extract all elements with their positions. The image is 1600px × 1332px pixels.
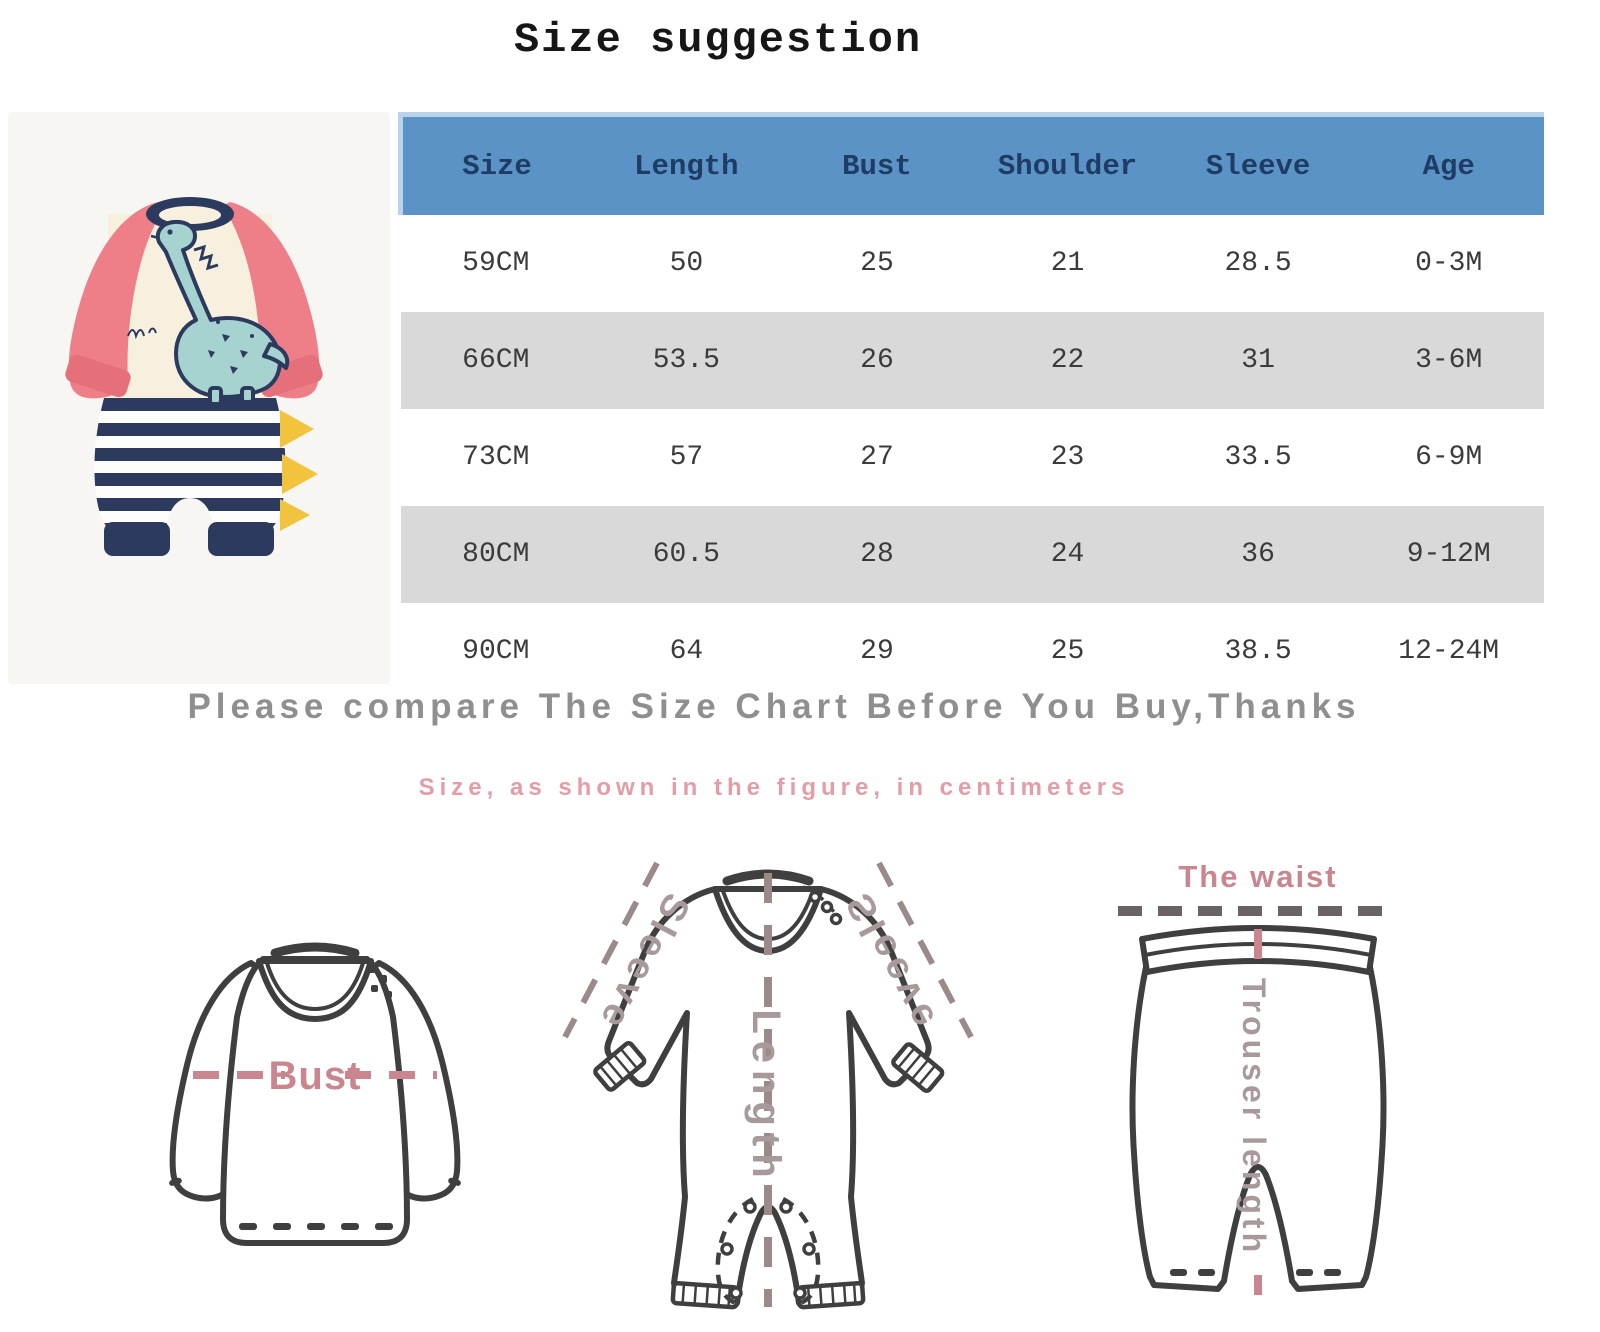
table-row: 80CM 60.5 28 24 36 9-12M (400, 506, 1544, 603)
table-cell: 66CM (400, 312, 592, 409)
table-cell: 12-24M (1353, 603, 1544, 700)
table-cell: 38.5 (1162, 603, 1354, 700)
spike-graphics (280, 410, 318, 531)
table-cell: 24 (972, 506, 1163, 603)
size-table-header: Size Length Bust Shoulder Sleeve Age (398, 112, 1544, 215)
column-header: Size (398, 112, 592, 215)
table-cell: 59CM (400, 215, 592, 312)
header-row: Size Length Bust Shoulder Sleeve Age (398, 112, 1544, 215)
table-cell: 29 (781, 603, 973, 700)
logo-scribble (127, 327, 157, 340)
page-title: Size suggestion (513, 16, 923, 64)
centimeters-subnotice: Size, as shown in the figure, in centime… (418, 774, 1130, 801)
trouser-length-label: Trouser length (1236, 978, 1272, 1256)
table-cell: 27 (781, 409, 973, 506)
table-cell: 21 (972, 215, 1163, 312)
table-cell: 50 (591, 215, 782, 312)
column-header: Length (591, 112, 782, 215)
size-table: Size Length Bust Shoulder Sleeve Age 59C… (398, 112, 1544, 700)
table-cell: 64 (591, 603, 782, 700)
table-row: 66CM 53.5 26 22 31 3-6M (400, 312, 1544, 409)
column-header: Bust (781, 112, 973, 215)
ankle-dashes (1170, 1269, 1341, 1276)
table-cell: 60.5 (591, 506, 782, 603)
wrist-cuff-left (593, 1040, 647, 1092)
shoulder-snap-dashes (802, 885, 839, 918)
table-cell: 23 (972, 409, 1163, 506)
column-header: Shoulder (972, 112, 1163, 215)
wrist-cuff-right (891, 1042, 945, 1094)
sleeve-dash-left (562, 861, 660, 1039)
table-cell: 6-9M (1353, 409, 1544, 506)
shirt-outline (169, 942, 461, 1246)
table-cell: 28 (781, 506, 973, 603)
table-cell: 0-3M (1353, 215, 1544, 312)
table-cell: 90CM (400, 603, 592, 700)
shoulder-snap-dots (367, 965, 392, 998)
table-cell: 31 (1162, 312, 1354, 409)
table-cell: 26 (781, 312, 973, 409)
table-cell: 53.5 (591, 312, 782, 409)
romper-measurement-diagram: Sleeve Sleeve Length (562, 861, 974, 1310)
hem-dashes (239, 1223, 393, 1230)
striped-pants-graphic (94, 398, 286, 528)
table-cell: 33.5 (1162, 409, 1354, 506)
table-row: 59CM 50 25 21 28.5 0-3M (400, 215, 1544, 312)
collar-back-band (270, 942, 360, 958)
dinosaur-graphic (127, 219, 290, 406)
table-row: 73CM 57 27 23 33.5 6-9M (400, 409, 1544, 506)
romper-product-graphic (65, 197, 323, 556)
romper-foot-left (104, 522, 170, 556)
table-cell: 9-12M (1353, 506, 1544, 603)
table-cell: 22 (972, 312, 1163, 409)
product-photo (8, 112, 390, 684)
crotch-snap-detail (715, 1196, 821, 1308)
table-cell: 25 (972, 603, 1163, 700)
column-header: Sleeve (1162, 112, 1354, 215)
table-cell: 80CM (400, 506, 592, 603)
table-row: 90CM 64 29 25 38.5 12-24M (400, 603, 1544, 700)
waist-label: The waist (1178, 859, 1337, 894)
romper-foot-right (208, 522, 274, 556)
table-cell: 25 (781, 215, 973, 312)
table-cell: 36 (1162, 506, 1354, 603)
shirt-measurement-diagram: Bust (169, 942, 461, 1246)
table-cell: 57 (591, 409, 782, 506)
table-cell: 73CM (400, 409, 592, 506)
romper-sleeve-left (65, 202, 166, 399)
pants-measurement-diagram: The waist Trouser length (1118, 859, 1398, 1295)
cuff-marks (169, 1177, 461, 1186)
table-cell: 28.5 (1162, 215, 1354, 312)
table-cell: 3-6M (1353, 312, 1544, 409)
romper-sleeve-right (222, 202, 323, 399)
length-label: Length (744, 1009, 788, 1184)
column-header: Age (1353, 112, 1544, 215)
compare-notice: Please compare The Size Chart Before You… (187, 687, 1361, 726)
